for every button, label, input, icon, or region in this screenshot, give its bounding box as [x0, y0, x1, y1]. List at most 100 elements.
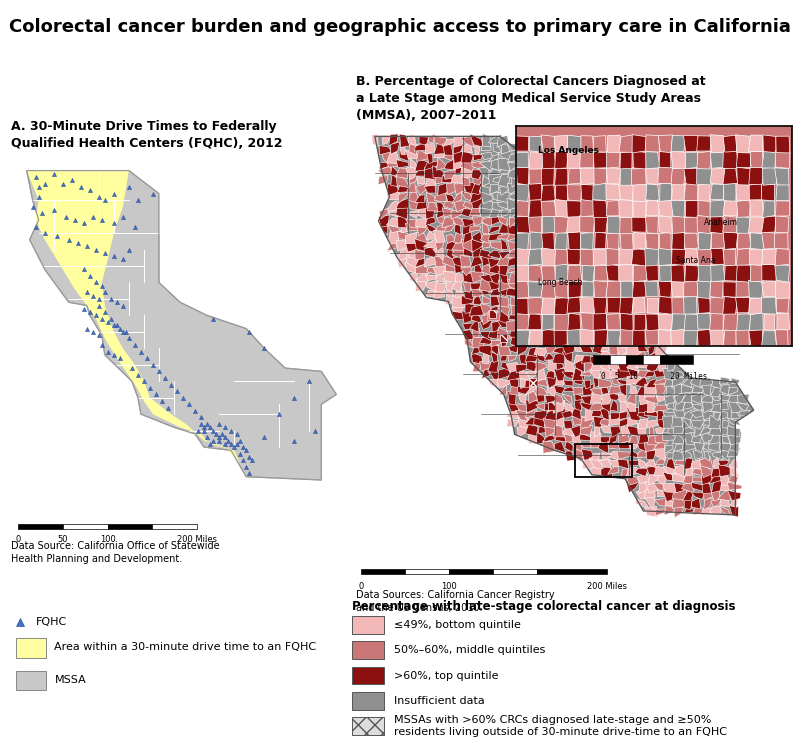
Polygon shape — [647, 435, 658, 445]
Polygon shape — [683, 408, 696, 420]
Polygon shape — [619, 339, 631, 348]
Polygon shape — [528, 183, 542, 200]
Polygon shape — [646, 336, 654, 347]
Polygon shape — [526, 198, 535, 210]
Polygon shape — [620, 329, 634, 345]
Polygon shape — [518, 417, 529, 428]
Polygon shape — [655, 509, 666, 516]
Polygon shape — [519, 371, 529, 380]
Polygon shape — [471, 182, 482, 194]
Polygon shape — [711, 480, 722, 493]
Polygon shape — [482, 222, 490, 235]
Polygon shape — [684, 233, 698, 248]
Polygon shape — [617, 353, 630, 360]
Polygon shape — [601, 347, 609, 352]
Polygon shape — [482, 134, 490, 147]
Polygon shape — [525, 320, 537, 331]
Polygon shape — [529, 168, 542, 185]
Polygon shape — [709, 425, 723, 435]
Polygon shape — [709, 434, 720, 444]
Polygon shape — [618, 441, 631, 449]
Polygon shape — [480, 332, 493, 341]
Polygon shape — [534, 415, 548, 429]
Polygon shape — [718, 464, 733, 477]
Polygon shape — [378, 176, 388, 185]
Polygon shape — [472, 328, 479, 338]
Polygon shape — [728, 387, 738, 395]
Polygon shape — [635, 360, 649, 368]
Polygon shape — [723, 282, 737, 298]
Polygon shape — [526, 371, 536, 379]
Polygon shape — [683, 451, 692, 460]
Polygon shape — [574, 400, 582, 411]
Polygon shape — [547, 387, 557, 397]
Polygon shape — [580, 433, 594, 441]
Polygon shape — [515, 214, 526, 225]
Polygon shape — [698, 232, 711, 250]
Text: Data Source: California Office of Statewide
Health Planning and Development.: Data Source: California Office of Statew… — [11, 542, 220, 565]
Polygon shape — [434, 230, 446, 243]
Polygon shape — [671, 200, 685, 217]
Polygon shape — [727, 490, 741, 501]
Polygon shape — [464, 336, 475, 349]
Polygon shape — [777, 297, 790, 313]
Polygon shape — [619, 417, 629, 427]
Polygon shape — [506, 368, 521, 381]
Polygon shape — [686, 152, 698, 169]
Polygon shape — [621, 281, 634, 298]
Polygon shape — [617, 452, 631, 459]
Polygon shape — [498, 199, 511, 209]
Polygon shape — [710, 280, 723, 298]
Polygon shape — [471, 312, 482, 324]
Polygon shape — [517, 251, 527, 260]
Polygon shape — [693, 505, 705, 515]
Polygon shape — [442, 176, 454, 183]
Polygon shape — [516, 306, 530, 314]
Polygon shape — [723, 232, 738, 249]
Polygon shape — [436, 283, 447, 292]
Polygon shape — [710, 496, 723, 507]
Polygon shape — [386, 201, 402, 211]
Polygon shape — [490, 262, 501, 274]
Polygon shape — [590, 440, 599, 448]
Polygon shape — [674, 371, 684, 380]
Polygon shape — [517, 312, 530, 324]
Polygon shape — [589, 337, 602, 347]
Polygon shape — [590, 312, 604, 321]
Polygon shape — [470, 191, 482, 204]
Polygon shape — [544, 337, 556, 347]
Polygon shape — [674, 465, 684, 477]
Polygon shape — [396, 174, 410, 187]
Polygon shape — [594, 377, 602, 388]
Text: Colorectal cancer burden and geographic access to primary care in California: Colorectal cancer burden and geographic … — [9, 18, 791, 36]
Polygon shape — [443, 139, 455, 147]
Polygon shape — [408, 198, 420, 211]
Polygon shape — [563, 312, 574, 323]
Polygon shape — [749, 330, 762, 347]
Polygon shape — [775, 330, 788, 347]
Polygon shape — [498, 222, 510, 233]
Polygon shape — [711, 403, 722, 412]
Polygon shape — [474, 146, 480, 155]
Polygon shape — [571, 327, 582, 337]
Polygon shape — [776, 136, 790, 153]
Polygon shape — [542, 152, 556, 169]
Polygon shape — [702, 432, 714, 445]
Polygon shape — [509, 272, 521, 283]
Polygon shape — [750, 151, 764, 167]
Polygon shape — [511, 304, 520, 315]
Polygon shape — [488, 378, 499, 388]
Polygon shape — [488, 311, 502, 321]
Polygon shape — [546, 315, 555, 321]
Polygon shape — [627, 352, 637, 365]
Polygon shape — [530, 232, 543, 249]
Polygon shape — [537, 369, 546, 381]
Polygon shape — [437, 202, 446, 212]
Polygon shape — [406, 182, 416, 193]
Polygon shape — [602, 311, 610, 321]
Polygon shape — [580, 298, 594, 313]
Polygon shape — [762, 217, 776, 233]
Polygon shape — [426, 217, 436, 225]
Polygon shape — [554, 329, 567, 346]
Polygon shape — [723, 330, 736, 346]
